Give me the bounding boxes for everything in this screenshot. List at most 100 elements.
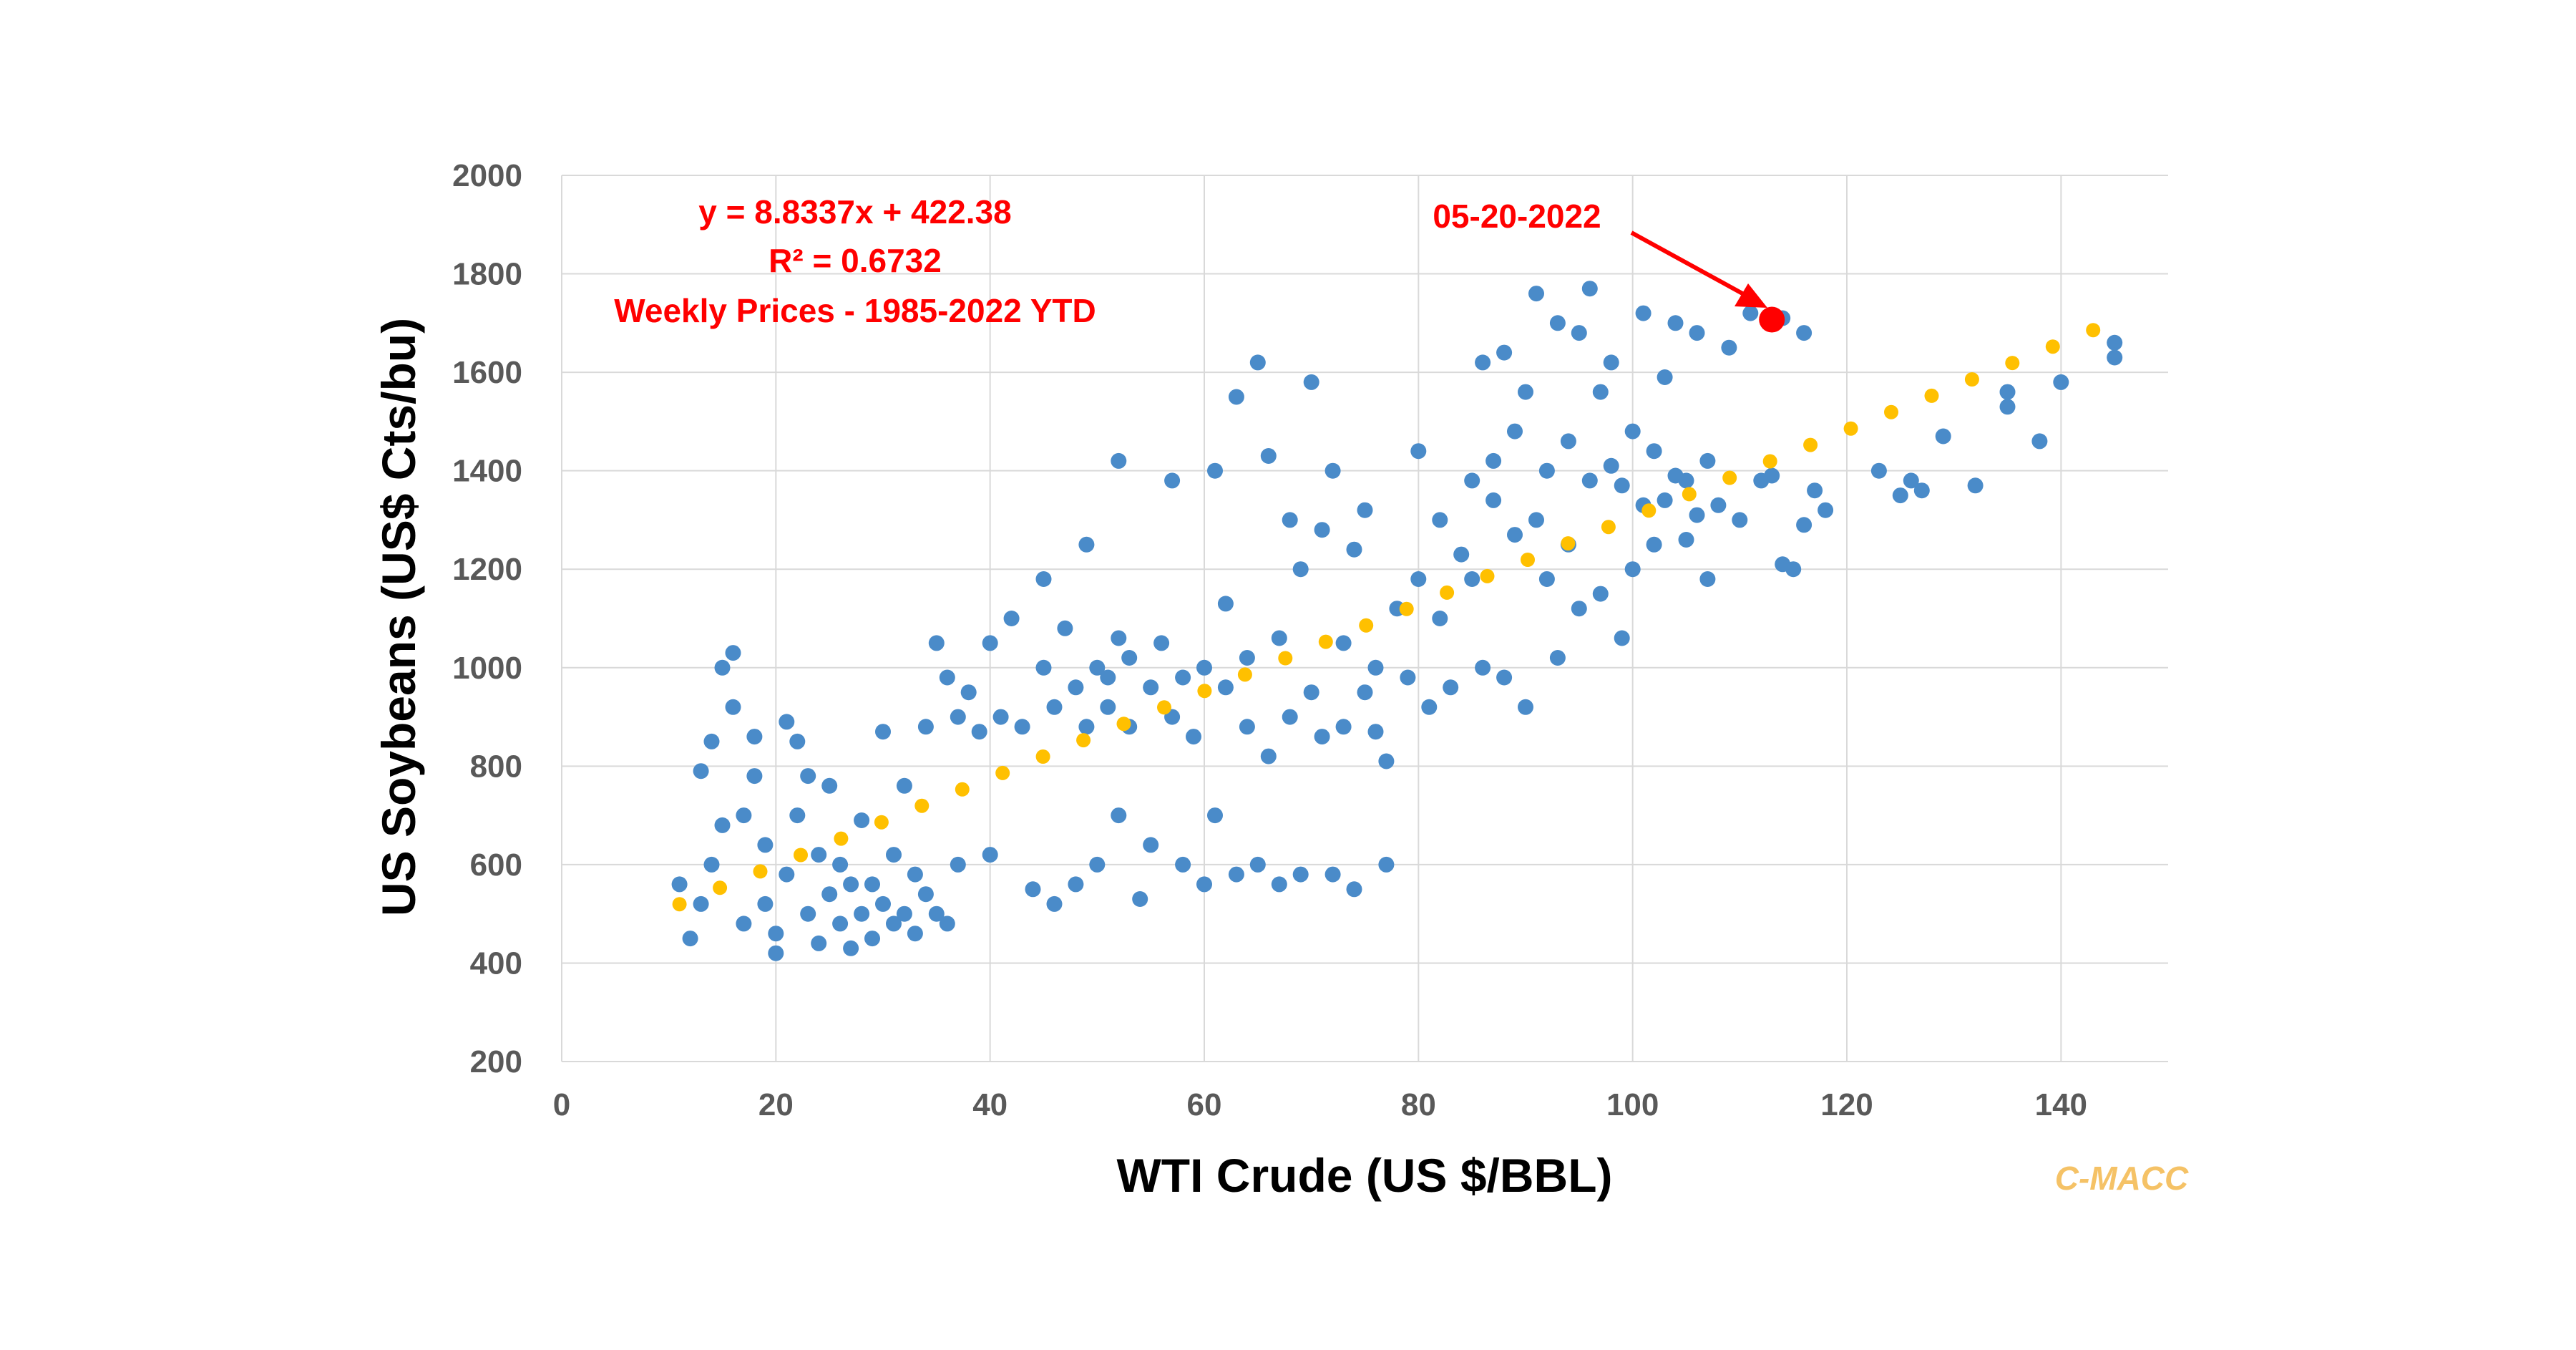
x-tick-label: 100 bbox=[1606, 1087, 1659, 1122]
scatter-point bbox=[2053, 374, 2069, 390]
scatter-point bbox=[703, 856, 720, 873]
scatter-point bbox=[736, 807, 752, 824]
scatter-point bbox=[1303, 684, 1319, 701]
y-tick-label: 2000 bbox=[452, 158, 522, 193]
scatter-point bbox=[779, 714, 795, 730]
scatter-point bbox=[832, 856, 849, 873]
trendline bbox=[672, 323, 2101, 912]
scatter-point bbox=[1624, 423, 1641, 440]
scatter-point bbox=[757, 895, 774, 912]
scatter-points bbox=[671, 281, 2123, 961]
scatter-point bbox=[1143, 837, 1159, 853]
scatter-point bbox=[1443, 679, 1459, 696]
x-tick-label: 120 bbox=[1820, 1087, 1873, 1122]
scatter-point bbox=[703, 733, 720, 749]
scatter-point bbox=[746, 768, 763, 785]
scatter-point bbox=[1485, 492, 1502, 508]
scatter-point bbox=[1035, 571, 1052, 587]
scatter-point bbox=[1078, 719, 1095, 735]
scatter-point bbox=[1453, 546, 1470, 563]
scatter-point bbox=[1078, 536, 1095, 553]
scatter-point bbox=[864, 931, 880, 947]
trendline-dot bbox=[955, 782, 970, 797]
scatter-point bbox=[854, 812, 870, 828]
y-tick-label: 1000 bbox=[452, 651, 522, 686]
scatter-point bbox=[1528, 286, 1544, 302]
scatter-point bbox=[854, 905, 870, 922]
scatter-point bbox=[1121, 650, 1138, 666]
scatter-point bbox=[907, 866, 923, 883]
scatter-point bbox=[1689, 325, 1705, 341]
trendline-dot bbox=[1521, 553, 1535, 567]
scatter-point bbox=[1785, 561, 1802, 578]
x-tick-label: 40 bbox=[972, 1087, 1008, 1122]
highlight-arrowhead bbox=[1735, 283, 1767, 308]
trendline-dot bbox=[1803, 437, 1818, 452]
scatter-point bbox=[1335, 635, 1352, 651]
grid-lines bbox=[561, 175, 2168, 1062]
scatter-point bbox=[917, 886, 934, 903]
scatter-point bbox=[1346, 541, 1362, 558]
y-tick-label: 1400 bbox=[452, 454, 522, 489]
scatter-point bbox=[725, 699, 741, 715]
scatter-point bbox=[1292, 561, 1309, 578]
scatter-point bbox=[768, 945, 784, 961]
y-tick-label: 600 bbox=[470, 848, 522, 883]
scatter-point bbox=[1464, 472, 1480, 489]
scatter-point bbox=[843, 876, 859, 893]
scatter-point bbox=[800, 768, 816, 785]
scatter-point bbox=[1260, 448, 1277, 464]
scatter-point bbox=[896, 777, 912, 794]
scatter-point bbox=[1132, 891, 1148, 907]
scatter-point bbox=[1818, 502, 1834, 518]
scatter-point bbox=[1913, 482, 1930, 499]
scatter-point bbox=[1903, 472, 1919, 489]
scatter-point bbox=[982, 635, 998, 651]
scatter-point bbox=[1475, 354, 1491, 371]
scatter-point bbox=[1410, 571, 1427, 587]
y-tick-label: 1200 bbox=[452, 552, 522, 587]
trendline-dot bbox=[794, 848, 808, 863]
scatter-point bbox=[1432, 611, 1448, 626]
scatter-point bbox=[1217, 596, 1234, 612]
scatter-point bbox=[1367, 659, 1384, 676]
scatter-point bbox=[992, 709, 1009, 725]
trendline-dot bbox=[1440, 585, 1455, 600]
scatter-point bbox=[1560, 433, 1576, 450]
scatter-point bbox=[1967, 477, 1984, 494]
scatter-point bbox=[789, 807, 806, 824]
scatter-point bbox=[1624, 561, 1641, 578]
scatter-point bbox=[1164, 472, 1181, 489]
equation-annotation: y = 8.8337x + 422.38 bbox=[698, 193, 1011, 230]
scatter-point bbox=[811, 935, 827, 951]
scatter-point bbox=[1518, 384, 1533, 400]
scatter-point bbox=[1014, 719, 1030, 735]
scatter-point bbox=[821, 777, 838, 794]
scatter-point bbox=[1592, 384, 1609, 400]
scatter-point bbox=[1689, 507, 1705, 523]
x-tick-label: 60 bbox=[1187, 1087, 1222, 1122]
scatter-point bbox=[1507, 423, 1523, 440]
scatter-point bbox=[1935, 428, 1951, 445]
scatter-point bbox=[1314, 522, 1330, 538]
trendline-dot bbox=[1884, 404, 1898, 419]
scatter-point bbox=[886, 916, 902, 932]
scatter-point bbox=[896, 905, 912, 922]
scatter-point bbox=[1538, 462, 1555, 479]
scatter-point bbox=[1046, 699, 1063, 715]
scatter-point bbox=[1400, 669, 1416, 686]
scatter-point bbox=[1667, 315, 1684, 331]
highlight-point bbox=[1759, 306, 1785, 333]
scatter-point bbox=[1432, 512, 1448, 528]
trendline-dot bbox=[1318, 634, 1333, 649]
trendline-dot bbox=[1399, 601, 1414, 616]
scatter-point bbox=[1217, 679, 1234, 696]
highlight-arrow-line bbox=[1630, 230, 1744, 296]
x-tick-label: 140 bbox=[2035, 1087, 2087, 1122]
x-tick-label: 80 bbox=[1401, 1087, 1436, 1122]
trendline-dot bbox=[1237, 667, 1252, 682]
scatter-point bbox=[2031, 433, 2048, 450]
scatter-point bbox=[1699, 452, 1716, 469]
scatter-point bbox=[1538, 571, 1555, 587]
scatter-point bbox=[982, 847, 998, 863]
